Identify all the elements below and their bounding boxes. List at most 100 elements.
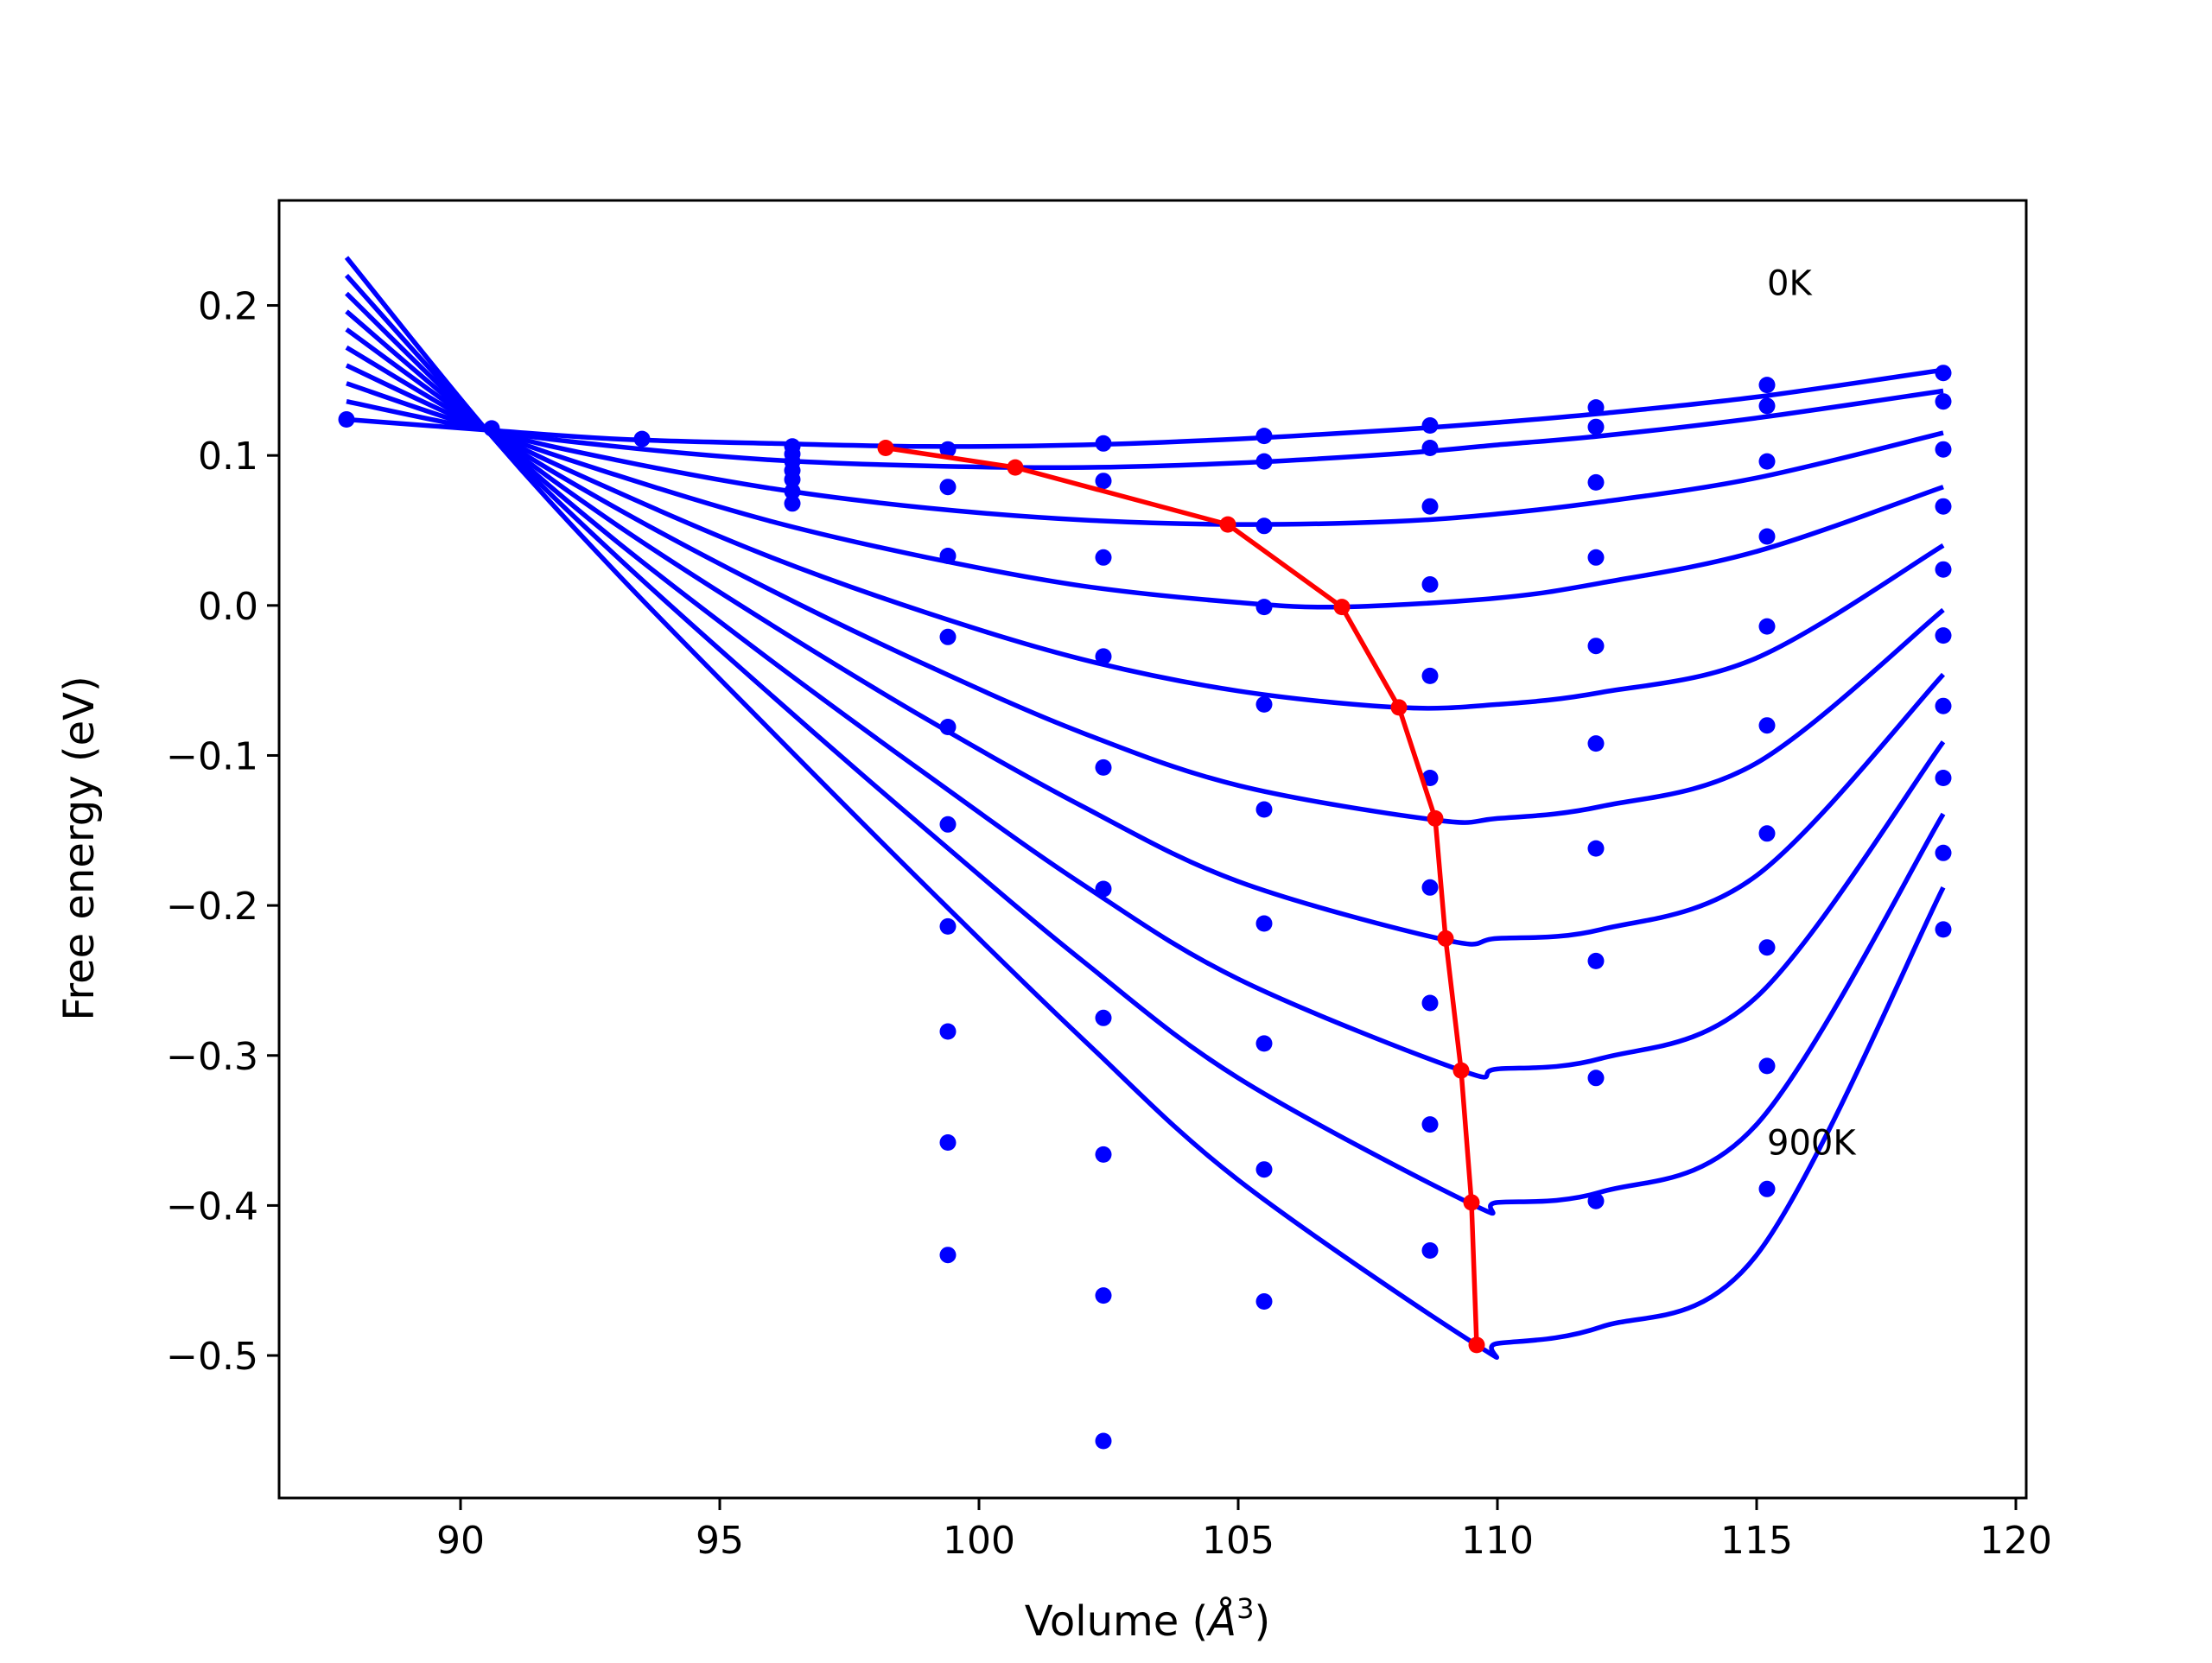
- data-point: [1758, 453, 1776, 470]
- x-tick-label: 115: [1720, 1519, 1793, 1563]
- y-tick-label: 0.0: [198, 585, 258, 629]
- data-point: [1255, 1293, 1273, 1310]
- data-point: [1935, 498, 1952, 515]
- data-point: [1587, 399, 1605, 416]
- data-point: [1421, 879, 1439, 896]
- data-point: [1935, 365, 1952, 382]
- data-point: [338, 411, 355, 428]
- data-point: [1587, 638, 1605, 655]
- data-point: [1587, 1070, 1605, 1087]
- minima-point: [1219, 516, 1236, 533]
- data-point: [939, 548, 957, 564]
- fit-curve-4: [345, 345, 1945, 711]
- data-point: [939, 816, 957, 833]
- data-point: [1758, 825, 1776, 842]
- x-tick-label: 90: [436, 1519, 485, 1563]
- y-tick-label: −0.5: [166, 1335, 258, 1379]
- data-point: [1095, 648, 1112, 665]
- axes-frame: [277, 199, 2028, 1500]
- data-point: [784, 483, 801, 500]
- data-point: [1587, 735, 1605, 752]
- data-point: [784, 495, 801, 512]
- x-axis-label-text: Volume (: [1025, 1597, 1209, 1646]
- data-point: [1935, 561, 1952, 578]
- data-point: [1421, 417, 1439, 434]
- data-point: [1935, 627, 1952, 644]
- data-point: [1587, 840, 1605, 857]
- data-point: [1255, 517, 1273, 535]
- x-tick-label: 110: [1461, 1519, 1534, 1563]
- data-point: [1255, 453, 1273, 470]
- data-point: [1095, 1287, 1112, 1304]
- minima-point: [1452, 1062, 1470, 1079]
- data-point: [1421, 440, 1439, 456]
- data-point: [1095, 1009, 1112, 1026]
- data-point: [1758, 618, 1776, 635]
- minima-point: [1333, 599, 1351, 616]
- data-point: [1587, 952, 1605, 969]
- data-point: [939, 479, 957, 496]
- data-point: [939, 441, 957, 458]
- data-point: [1421, 576, 1439, 593]
- fit-curve-0: [346, 367, 1944, 449]
- x-axis-label-symbol: Å: [1205, 1596, 1236, 1646]
- data-point: [939, 1023, 957, 1040]
- minima-point: [1007, 459, 1024, 476]
- data-point: [1935, 921, 1952, 938]
- data-point: [483, 420, 500, 437]
- y-tick-label: −0.3: [166, 1035, 258, 1079]
- x-tick-label: 95: [696, 1519, 744, 1563]
- data-point: [1758, 397, 1776, 415]
- data-point: [1935, 844, 1952, 861]
- data-point: [1421, 498, 1439, 515]
- x-axis-label-close: ): [1254, 1597, 1270, 1646]
- y-tick-label: −0.4: [166, 1184, 258, 1228]
- y-axis-label: Free energy (eV): [55, 676, 104, 1020]
- plot-area: 0K 900K: [338, 256, 1952, 1450]
- fit-curve-8: [344, 273, 1946, 1216]
- data-point: [1095, 1432, 1112, 1450]
- data-point: [1255, 428, 1273, 445]
- data-point: [1935, 441, 1952, 458]
- y-tick-label: −0.2: [166, 885, 258, 929]
- minima-line: [885, 445, 1479, 1345]
- data-point: [1095, 549, 1112, 566]
- fit-curve-9: [344, 256, 1946, 1360]
- data-point: [1421, 1116, 1439, 1133]
- x-tick-label: 120: [1980, 1519, 2052, 1563]
- x-tick-label: 100: [943, 1519, 1015, 1563]
- data-point: [633, 430, 651, 447]
- data-point: [939, 917, 957, 935]
- fit-curve-7: [345, 291, 1946, 1080]
- data-point: [1255, 599, 1273, 616]
- y-tick-label: 0.2: [198, 285, 258, 329]
- data-point: [1095, 1146, 1112, 1163]
- minima-point: [1463, 1194, 1480, 1211]
- data-point: [1758, 717, 1776, 734]
- data-point: [1758, 1180, 1776, 1197]
- x-axis-label-superscript: 3: [1236, 1592, 1254, 1625]
- data-point: [1255, 915, 1273, 932]
- minima-point: [1468, 1336, 1485, 1354]
- fit-curve-3: [345, 363, 1944, 610]
- fit-curve-5: [345, 327, 1945, 825]
- data-point: [1255, 1035, 1273, 1052]
- annotation-0k: 0K: [1767, 263, 1813, 303]
- data-point: [939, 1247, 957, 1264]
- data-point: [1935, 770, 1952, 786]
- data-point: [1587, 418, 1605, 435]
- annotation-900k: 900K: [1767, 1123, 1857, 1163]
- data-point: [1255, 801, 1273, 818]
- data-point: [1758, 377, 1776, 394]
- data-point: [1935, 697, 1952, 714]
- y-tick-label: −0.1: [166, 734, 258, 778]
- plot-series-group: 0K 900K: [338, 256, 1952, 1450]
- x-tick-label: 105: [1202, 1519, 1274, 1563]
- data-point: [1095, 435, 1112, 452]
- minima-point: [1427, 809, 1444, 827]
- data-point: [939, 628, 957, 645]
- fit-curve-6: [345, 309, 1946, 947]
- data-point: [1421, 770, 1439, 786]
